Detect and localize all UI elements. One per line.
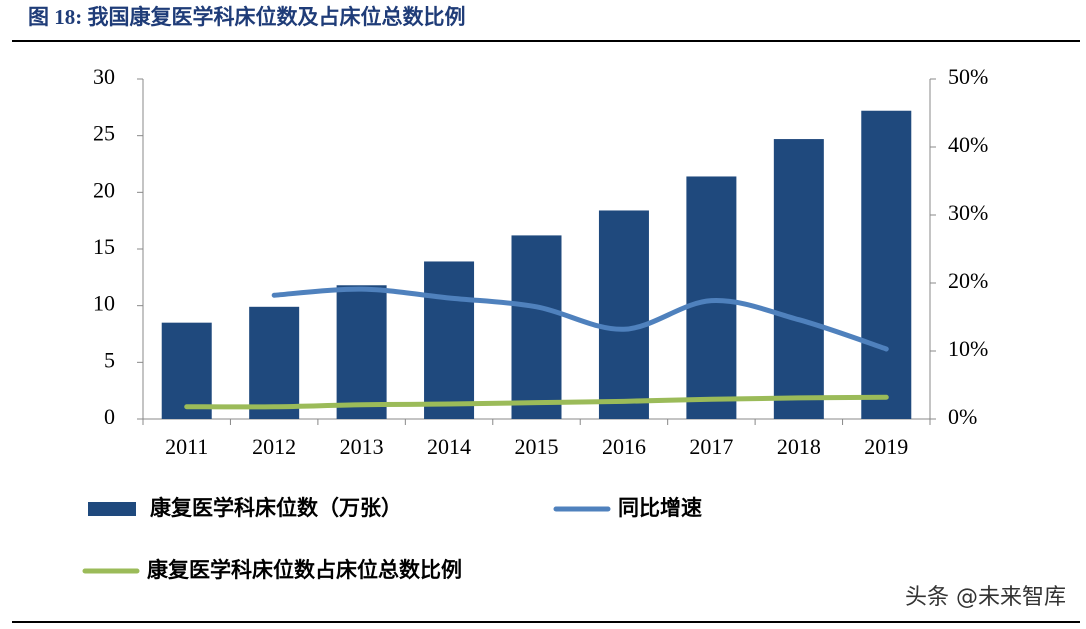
y-tick-label: 15 [93, 234, 115, 259]
bar [161, 322, 212, 419]
x-tick-label: 2011 [165, 434, 208, 459]
y2-tick-label: 30% [948, 200, 988, 225]
bar [861, 110, 912, 419]
y2-tick-label: 10% [948, 336, 988, 361]
x-tick-label: 2012 [252, 434, 296, 459]
line [271, 286, 889, 352]
bar [249, 306, 300, 419]
x-tick-label: 2018 [777, 434, 821, 459]
y-tick-label: 20 [93, 177, 115, 202]
y-tick-label: 0 [104, 404, 115, 429]
bar [598, 210, 649, 419]
bar [424, 261, 475, 419]
x-tick-label: 2016 [602, 434, 646, 459]
x-tick-label: 2017 [689, 434, 733, 459]
y-tick-label: 30 [93, 64, 115, 89]
x-tick-label: 2013 [340, 434, 384, 459]
x-tick-label: 2015 [515, 434, 559, 459]
line [184, 394, 889, 410]
legend-label: 同比增速 [618, 496, 702, 520]
chart-title: 图 18: 我国康复医学科床位数及占床位总数比例 [28, 5, 466, 29]
bar [686, 176, 737, 419]
legend-swatch [88, 502, 136, 516]
x-tick-label: 2019 [864, 434, 908, 459]
y-tick-label: 25 [93, 121, 115, 146]
y-tick-label: 5 [104, 347, 115, 372]
watermark: 头条 @未来智库 [905, 585, 1066, 610]
y2-tick-label: 0% [948, 404, 977, 429]
y2-tick-label: 50% [948, 64, 988, 89]
bar [773, 139, 824, 420]
y2-tick-label: 40% [948, 132, 988, 157]
legend-label: 康复医学科床位数占床位总数比例 [147, 558, 462, 582]
x-tick-label: 2014 [427, 434, 471, 459]
y2-tick-label: 20% [948, 268, 988, 293]
legend-label: 康复医学科床位数（万张） [150, 496, 402, 520]
bar [336, 285, 387, 419]
y-tick-label: 10 [93, 291, 115, 316]
bar [511, 235, 562, 419]
